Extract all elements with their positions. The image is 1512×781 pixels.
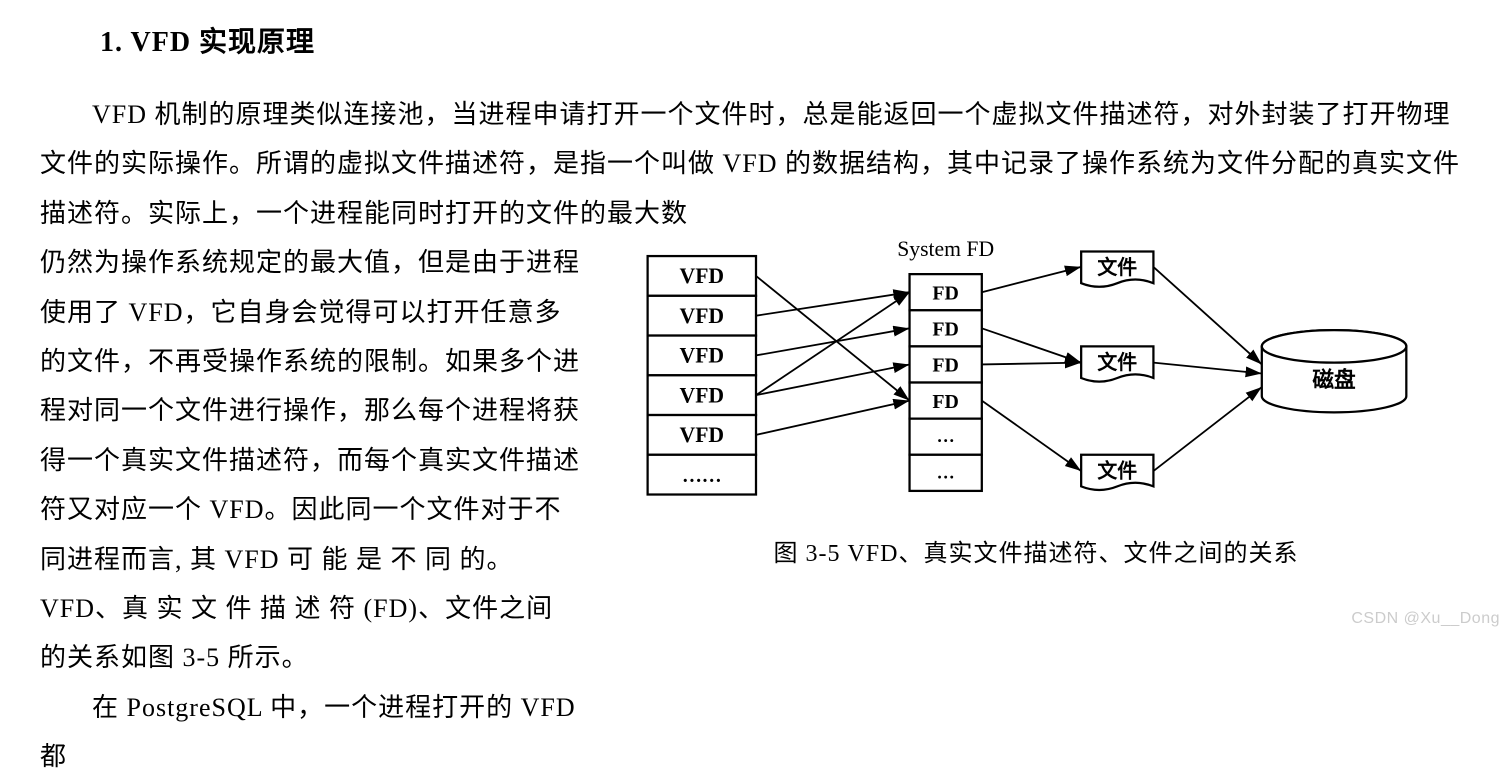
fd-column: FD FD FD FD … …: [910, 274, 982, 491]
vfd-cell: VFD: [680, 304, 725, 328]
figure-container: VFD VFD VFD VFD VFD …… System FD: [600, 238, 1472, 578]
vfd-cell: ……: [682, 465, 722, 487]
disk-cylinder: 磁盘: [1262, 330, 1407, 412]
fd-cell: FD: [932, 319, 958, 341]
vfd-diagram: VFD VFD VFD VFD VFD …… System FD: [600, 238, 1472, 518]
page-container: 1. VFD 实现原理 VFD 机制的原理类似连接池，当进程申请打开一个文件时，…: [0, 0, 1512, 781]
fd-cell: …: [937, 462, 955, 482]
fd-to-file-lines: [982, 267, 1081, 471]
content-wrap-area: 仍然为操作系统规定的最大值，但是由于进程使用了 VFD，它自身会觉得可以打开任意…: [40, 238, 1472, 781]
section-heading: 1. VFD 实现原理: [100, 20, 1472, 60]
file-to-disk-lines: [1153, 267, 1261, 471]
file-box: 文件: [1081, 252, 1153, 287]
paragraph-full-width: VFD 机制的原理类似连接池，当进程申请打开一个文件时，总是能返回一个虚拟文件描…: [40, 90, 1472, 238]
vfd-to-fd-lines: [756, 276, 910, 435]
file-box: 文件: [1081, 455, 1153, 490]
watermark: CSDN @Xu__Dong: [1351, 610, 1500, 628]
system-fd-label: System FD: [897, 238, 994, 261]
file-boxes: 文件 文件 文件: [1081, 252, 1153, 490]
fd-cell: FD: [932, 391, 958, 413]
fd-cell: FD: [932, 355, 958, 377]
vfd-column: VFD VFD VFD VFD VFD ……: [648, 256, 756, 494]
paragraph-wrapped: 仍然为操作系统规定的最大值，但是由于进程使用了 VFD，它自身会觉得可以打开任意…: [40, 238, 580, 781]
paragraph-cutoff: 在 PostgreSQL 中，一个进程打开的 VFD 都: [40, 683, 580, 781]
fd-cell: FD: [932, 283, 958, 305]
figure-caption: 图 3-5 VFD、真实文件描述符、文件之间的关系: [600, 533, 1472, 568]
file-label: 文件: [1097, 256, 1137, 279]
disk-label: 磁盘: [1312, 367, 1356, 392]
vfd-cell: VFD: [680, 384, 725, 408]
vfd-cell: VFD: [680, 264, 725, 288]
file-label: 文件: [1097, 351, 1137, 374]
vfd-cell: VFD: [680, 344, 725, 368]
paragraph-wrap-text: 仍然为操作系统规定的最大值，但是由于进程使用了 VFD，它自身会觉得可以打开任意…: [40, 238, 580, 683]
vfd-cell: VFD: [680, 423, 725, 447]
fd-cell: …: [937, 426, 955, 446]
file-label: 文件: [1097, 460, 1137, 483]
file-box: 文件: [1081, 347, 1153, 382]
